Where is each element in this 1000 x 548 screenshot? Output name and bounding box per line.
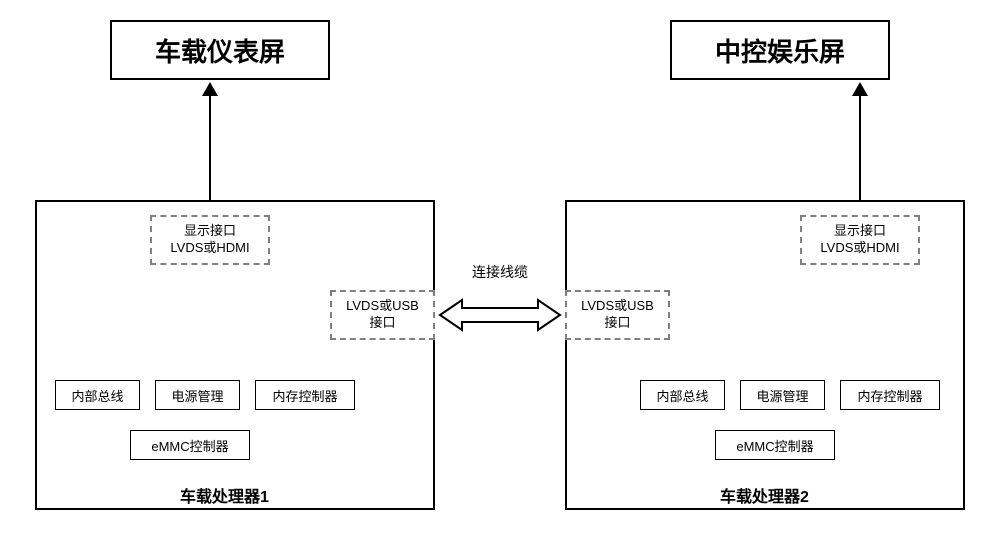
right-internal-bus: 内部总线 bbox=[640, 380, 725, 410]
link-port-left: LVDS或USB 接口 bbox=[330, 290, 435, 340]
display-port-left-line1: 显示接口 bbox=[184, 223, 236, 240]
left-power-mgmt: 电源管理 bbox=[155, 380, 240, 410]
processor-1-label: 车载处理器1 bbox=[180, 483, 269, 507]
arrow-left-up bbox=[202, 82, 218, 215]
display-port-right-line1: 显示接口 bbox=[834, 223, 886, 240]
display-port-right-line2: LVDS或HDMI bbox=[820, 240, 899, 257]
link-port-right: LVDS或USB 接口 bbox=[565, 290, 670, 340]
left-mem-ctrl: 内存控制器 bbox=[255, 380, 355, 410]
link-port-left-line1: LVDS或USB bbox=[346, 298, 419, 315]
instrument-screen-label: 车载仪表屏 bbox=[155, 32, 285, 69]
link-port-right-line1: LVDS或USB bbox=[581, 298, 654, 315]
display-port-right: 显示接口 LVDS或HDMI bbox=[800, 215, 920, 265]
display-port-left: 显示接口 LVDS或HDMI bbox=[150, 215, 270, 265]
link-port-right-line2: 接口 bbox=[604, 315, 630, 332]
right-emmc-ctrl: eMMC控制器 bbox=[715, 430, 835, 460]
arrow-right-up bbox=[852, 82, 868, 215]
right-power-mgmt: 电源管理 bbox=[740, 380, 825, 410]
display-port-left-line2: LVDS或HDMI bbox=[170, 240, 249, 257]
entertainment-screen-box: 中控娱乐屏 bbox=[670, 20, 890, 80]
link-port-left-line2: 接口 bbox=[369, 315, 395, 332]
left-emmc-ctrl: eMMC控制器 bbox=[130, 430, 250, 460]
instrument-screen-box: 车载仪表屏 bbox=[110, 20, 330, 80]
right-mem-ctrl: 内存控制器 bbox=[840, 380, 940, 410]
cable-double-arrow bbox=[440, 300, 560, 330]
cable-label: 连接线缆 bbox=[470, 262, 530, 282]
left-internal-bus: 内部总线 bbox=[55, 380, 140, 410]
processor-2-label: 车载处理器2 bbox=[720, 483, 809, 507]
entertainment-screen-label: 中控娱乐屏 bbox=[715, 32, 845, 69]
